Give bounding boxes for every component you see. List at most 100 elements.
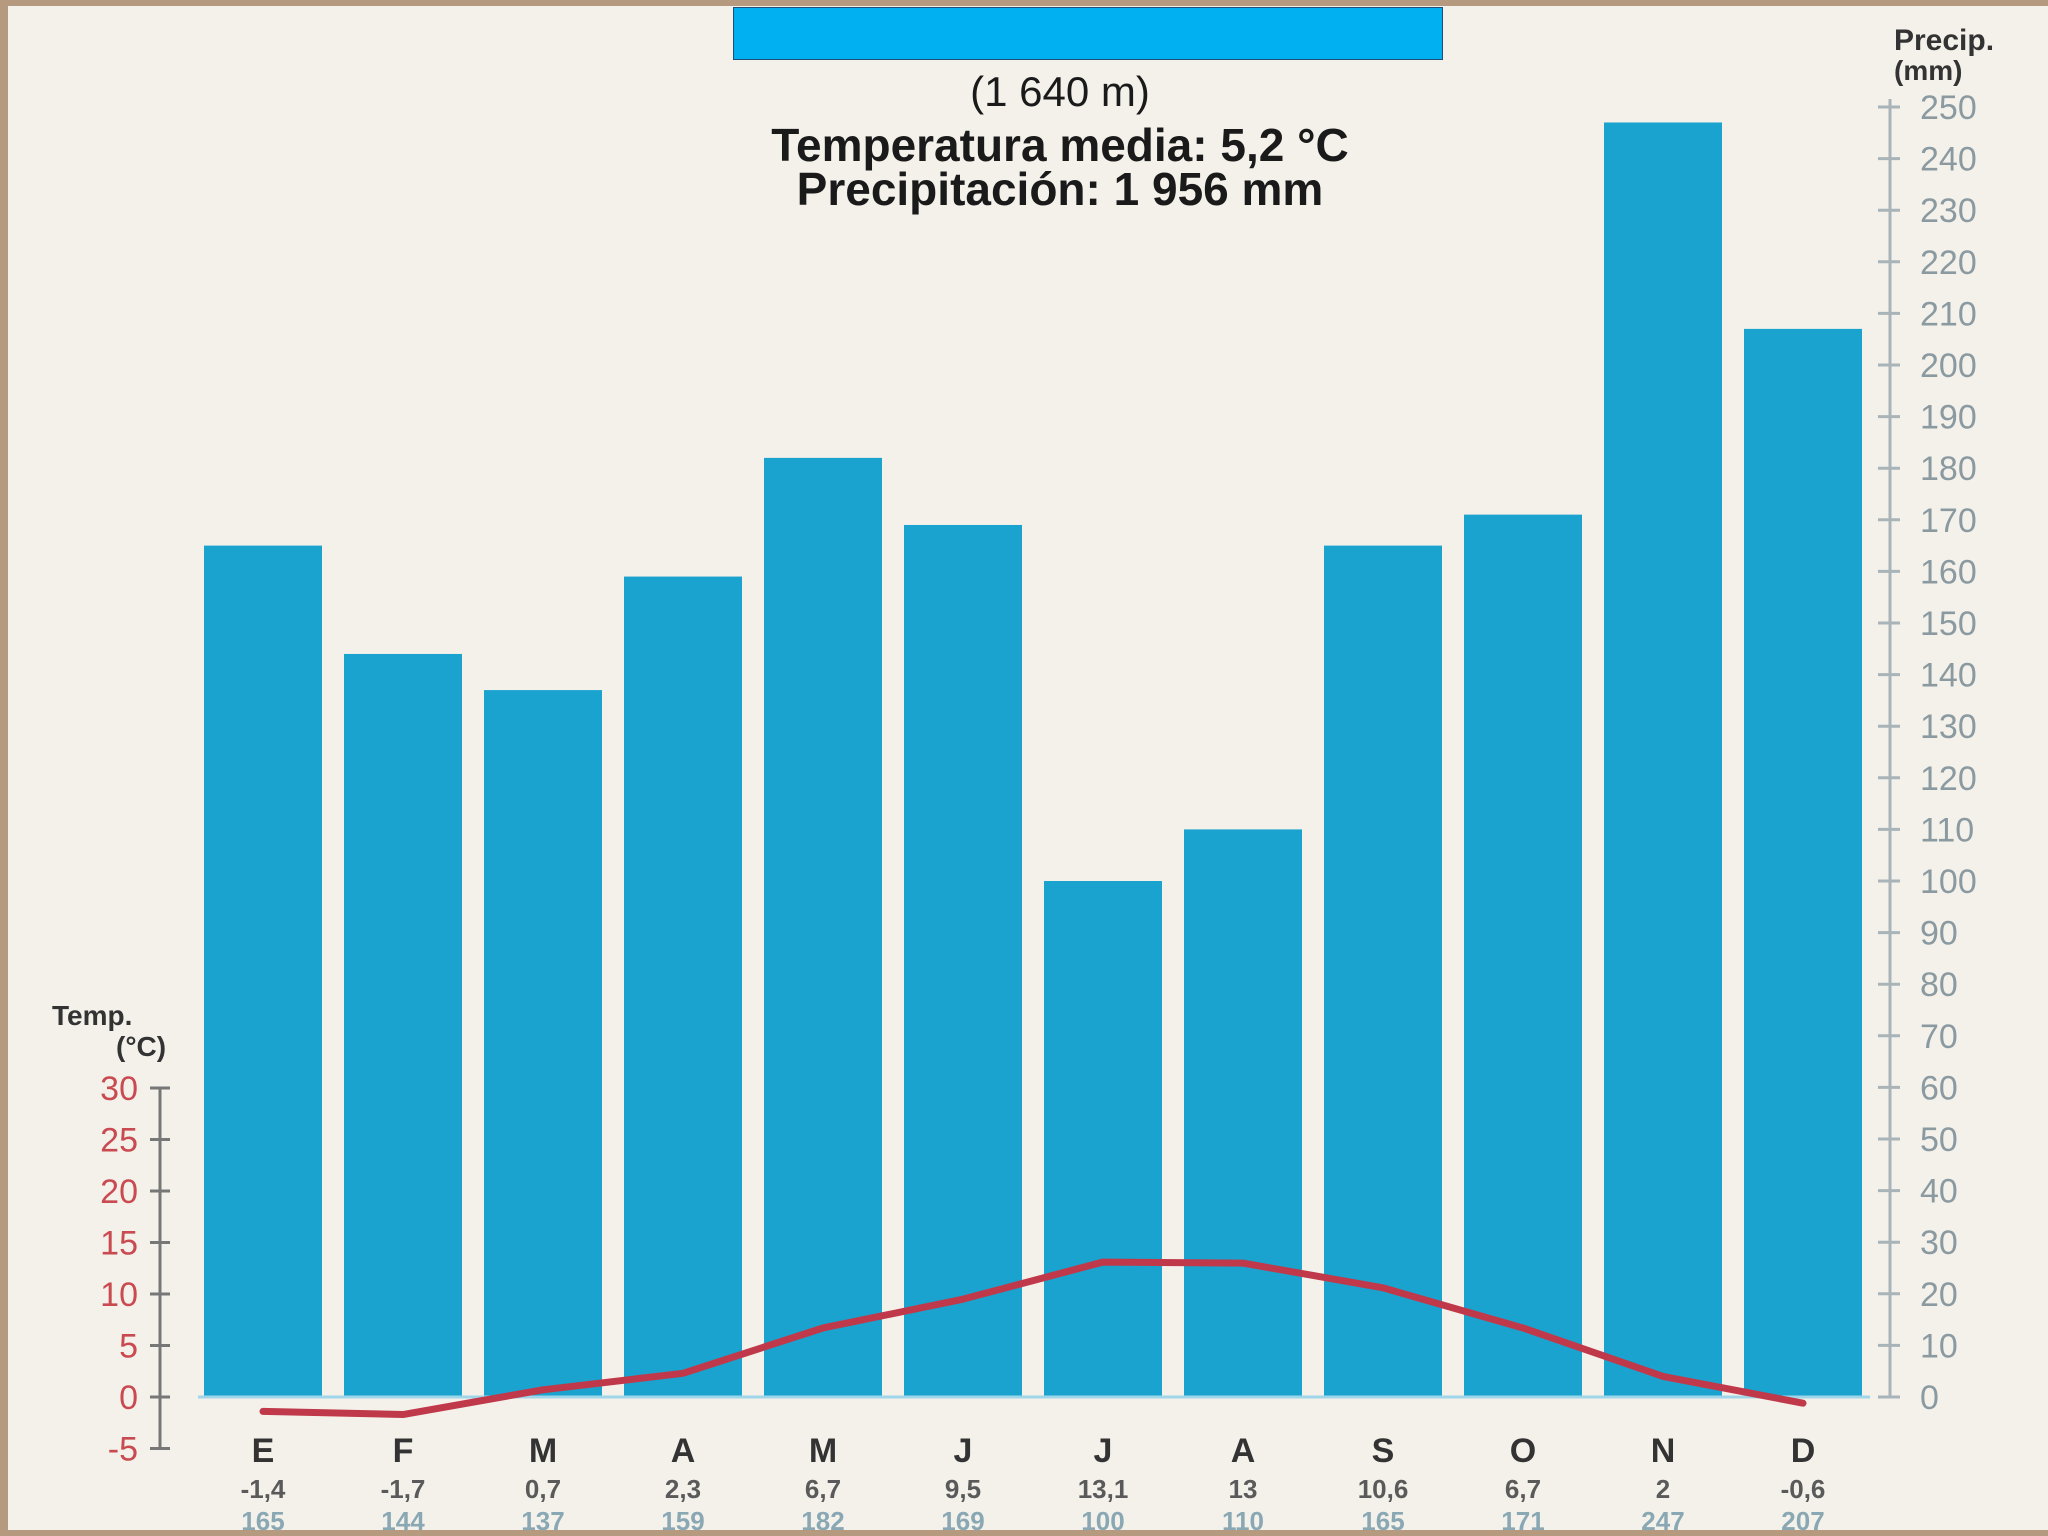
precipitation-value-2: 137 [521,1506,564,1536]
right-axis-tick-label-14: 140 [1920,657,1977,695]
temperature-value-2: 0,7 [525,1474,561,1504]
right-axis-tick-label-19: 190 [1920,399,1977,437]
right-axis-tick-label-13: 130 [1920,708,1977,746]
right-axis-tick-label-18: 180 [1920,450,1977,488]
right-axis-tick-label-22: 220 [1920,244,1977,282]
month-label-9: O [1510,1432,1536,1470]
left-axis-tick-label-6: 25 [100,1122,138,1160]
temperature-point-11 [1800,1400,1806,1406]
right-axis-tick-label-8: 80 [1920,966,1958,1004]
precipitation-value-5: 169 [941,1506,984,1536]
temperature-point-3 [680,1370,686,1376]
temperature-value-0: -1,4 [241,1474,286,1504]
right-axis-tick-label-11: 110 [1920,811,1974,849]
month-label-5: J [954,1432,973,1470]
temperature-point-1 [400,1412,406,1418]
right-axis-tick-label-1: 10 [1920,1327,1958,1365]
temperature-value-10: 2 [1656,1474,1670,1504]
right-axis-tick-label-2: 20 [1920,1276,1958,1314]
precipitation-value-9: 171 [1501,1506,1544,1536]
precip-bar-3 [624,576,742,1397]
right-axis-title-line2: (mm) [1894,55,1962,86]
month-label-7: A [1231,1432,1256,1470]
temperature-value-9: 6,7 [1505,1474,1541,1504]
temperature-value-8: 10,6 [1358,1474,1409,1504]
precipitation-value-3: 159 [661,1506,704,1536]
right-axis-tick-label-7: 70 [1920,1018,1958,1056]
precip-bar-4 [764,457,882,1397]
left-axis-tick-label-5: 20 [100,1173,138,1211]
temperature-value-4: 6,7 [805,1474,841,1504]
temperature-point-9 [1520,1325,1526,1331]
left-axis-tick-label-2: 5 [119,1328,138,1366]
right-axis-tick-label-9: 90 [1920,915,1958,953]
temperature-point-10 [1660,1373,1666,1379]
right-axis-tick-label-12: 120 [1920,760,1977,798]
right-axis-tick-label-15: 150 [1920,605,1977,643]
total-precipitation-label: Precipitación: 1 956 mm [796,163,1324,215]
left-axis-tick-label-1: 0 [119,1379,138,1417]
temperature-point-2 [540,1387,546,1393]
temperature-value-6: 13,1 [1078,1474,1129,1504]
temperature-value-7: 13 [1229,1474,1258,1504]
month-label-8: S [1372,1432,1395,1470]
left-axis-tick-label-3: 10 [100,1276,138,1314]
temperature-value-5: 9,5 [945,1474,981,1504]
month-label-3: A [671,1432,696,1470]
precipitation-value-6: 100 [1081,1506,1124,1536]
temperature-value-1: -1,7 [381,1474,426,1504]
redacted-title-box [733,7,1443,60]
precip-bar-11 [1744,328,1862,1397]
month-label-4: M [809,1432,837,1470]
month-label-11: D [1791,1432,1816,1470]
right-axis-tick-label-20: 200 [1920,347,1977,385]
temperature-point-6 [1100,1259,1106,1265]
month-label-0: E [252,1432,275,1470]
temperature-value-11: -0,6 [1781,1474,1826,1504]
precip-bar-2 [484,690,602,1397]
temperature-point-8 [1380,1285,1386,1291]
month-label-1: F [393,1432,414,1470]
precipitation-value-0: 165 [241,1506,284,1536]
precip-bar-8 [1324,545,1442,1397]
precipitation-value-1: 144 [381,1506,425,1536]
right-axis-tick-label-10: 100 [1920,863,1977,901]
temperature-point-7 [1240,1260,1246,1266]
temperature-point-5 [960,1296,966,1302]
right-axis-tick-label-17: 170 [1920,502,1977,540]
precip-bar-6 [1044,881,1162,1397]
precip-bar-9 [1464,514,1582,1397]
precip-bar-5 [904,524,1022,1397]
precip-bar-0 [204,545,322,1397]
temperature-point-0 [260,1408,266,1414]
month-label-6: J [1094,1432,1113,1470]
right-axis-tick-label-5: 50 [1920,1121,1958,1159]
left-axis-tick-label-7: 30 [100,1070,138,1108]
left-axis-title-line2: (°C) [116,1031,166,1062]
temperature-line [259,1258,1807,1419]
precipitation-value-8: 165 [1361,1506,1404,1536]
precipitation-value-7: 110 [1222,1506,1264,1536]
right-axis-tick-label-4: 40 [1920,1173,1958,1211]
month-label-10: N [1651,1432,1676,1470]
precip-bar-7 [1184,829,1302,1397]
temperature-point-4 [820,1325,826,1331]
left-axis-tick-label-4: 15 [100,1225,138,1263]
right-axis-tick-label-23: 230 [1920,192,1977,230]
right-axis-tick-label-0: 0 [1920,1379,1939,1417]
right-axis-tick-label-25: 250 [1920,89,1977,127]
mean-temperature-label: Temperatura media: 5,2 °C [771,119,1349,171]
right-axis-tick-label-21: 210 [1920,295,1977,333]
right-axis-tick-label-24: 240 [1920,141,1977,179]
precip-bar-10 [1604,122,1722,1398]
left-axis-tick-label-0: -5 [108,1431,138,1469]
temperature-value-3: 2,3 [665,1474,701,1504]
right-axis-tick-label-16: 160 [1920,553,1977,591]
precip-bar-1 [344,653,462,1397]
precipitation-value-10: 247 [1641,1506,1684,1536]
precipitation-value-4: 182 [801,1506,844,1536]
precipitation-value-11: 207 [1781,1506,1824,1536]
right-axis-title-line1: Precip. [1894,24,1994,57]
station-altitude: (1 640 m) [970,68,1150,115]
